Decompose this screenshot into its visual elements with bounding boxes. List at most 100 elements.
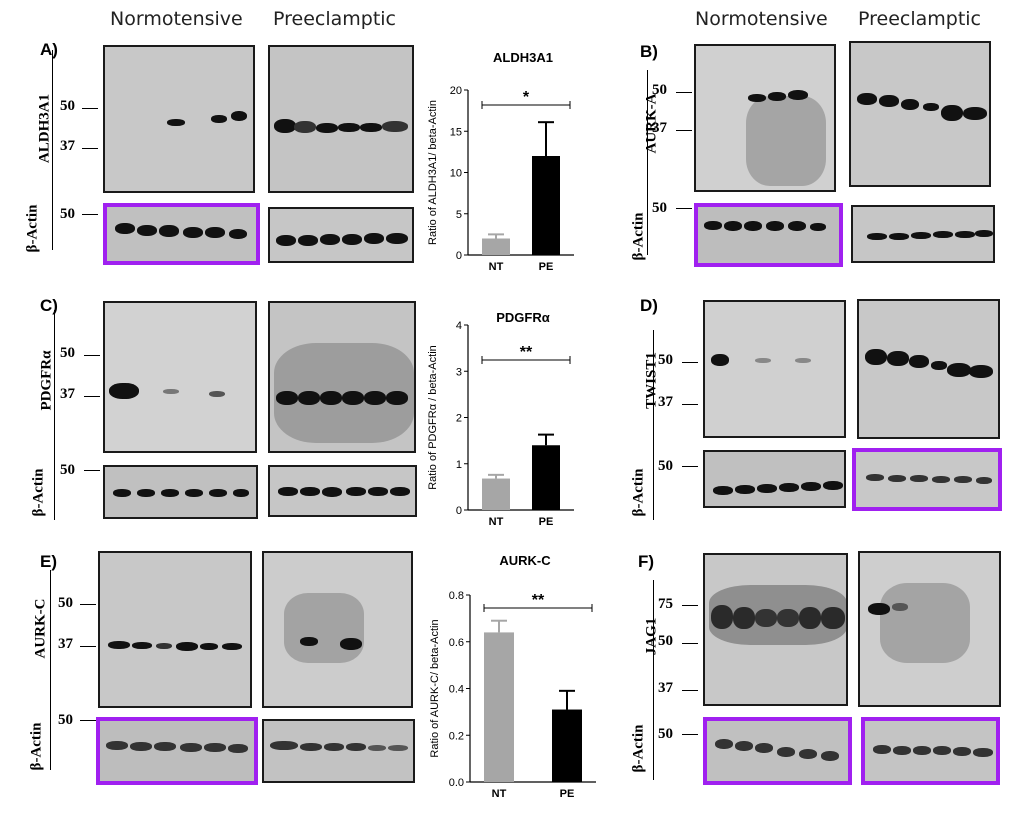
blot-c-normotensive bbox=[103, 301, 257, 453]
panel-f-actin-marker: 50 bbox=[658, 726, 673, 742]
chart-ytick-label: 0.2 bbox=[449, 730, 464, 742]
panel-a-protein-label: ALDH3A1 bbox=[36, 93, 53, 164]
panel-f-marker-37: 37 bbox=[658, 680, 673, 696]
blot-a-preeclamptic bbox=[268, 45, 414, 193]
chart-category-label: NT bbox=[489, 261, 504, 273]
chart-ytick-label: 1 bbox=[456, 459, 462, 471]
blot-b-preeclamptic bbox=[849, 41, 991, 187]
blot-f-actin-normotensive bbox=[703, 717, 852, 785]
chart-ytick-label: 15 bbox=[450, 126, 462, 138]
chart-significance: ** bbox=[532, 592, 545, 609]
panel-d-actin-marker: 50 bbox=[658, 458, 673, 474]
panel-a-loading-label: β-Actin bbox=[24, 204, 41, 253]
chart-bar bbox=[482, 478, 510, 510]
blot-e-normotensive bbox=[98, 551, 252, 708]
chart-ytick-label: 10 bbox=[450, 168, 462, 180]
header-preeclamptic-left: Preeclamptic bbox=[273, 8, 397, 30]
chart-ytick-label: 20 bbox=[450, 85, 462, 97]
chart-ytick-label: 2 bbox=[456, 413, 462, 425]
panel-d-marker-50: 50 bbox=[658, 352, 673, 368]
panel-c-protein-label: PDGFRα bbox=[38, 350, 55, 411]
blot-a-actin-normotensive bbox=[103, 203, 260, 265]
blot-c-actin-normotensive bbox=[103, 465, 258, 519]
blot-d-actin-preeclamptic bbox=[852, 448, 1002, 511]
panel-a-actin-marker: 50 bbox=[60, 206, 75, 222]
panel-f-loading-label: β-Actin bbox=[630, 724, 647, 773]
chart-bar bbox=[532, 445, 560, 510]
header-preeclamptic-right: Preeclamptic bbox=[858, 8, 982, 30]
chart-ytick-label: 0.4 bbox=[449, 684, 464, 696]
panel-d-loading-label: β-Actin bbox=[630, 468, 647, 517]
panel-f-marker-75: 75 bbox=[658, 596, 673, 612]
panel-a-marker-37: 37 bbox=[60, 138, 75, 154]
panel-a-marker-50: 50 bbox=[60, 98, 75, 114]
panel-b-loading-label: β-Actin bbox=[630, 212, 647, 261]
chart-ylabel: Ratio of PDGFRα / beta-Actin bbox=[427, 345, 439, 490]
blot-f-actin-preeclamptic bbox=[861, 717, 1000, 785]
chart-category-label: PE bbox=[539, 261, 554, 273]
blot-a-actin-preeclamptic bbox=[268, 207, 414, 263]
panel-c-marker-50: 50 bbox=[60, 345, 75, 361]
chart-ylabel: Ratio of AURK-C/ beta-Actin bbox=[429, 619, 441, 757]
panel-b-marker-37: 37 bbox=[652, 120, 667, 136]
panel-c-letter: C) bbox=[40, 296, 58, 315]
panel-e-actin-marker: 50 bbox=[58, 712, 73, 728]
panel-d-marker-37: 37 bbox=[658, 394, 673, 410]
blot-e-actin-preeclamptic bbox=[262, 719, 415, 783]
chart-ytick-label: 0 bbox=[456, 505, 462, 517]
blot-b-actin-normotensive bbox=[694, 203, 843, 267]
blot-d-actin-normotensive bbox=[703, 450, 846, 508]
blot-f-normotensive bbox=[703, 553, 848, 706]
chart-aldh3a1: ALDH3A1 Ratio of ALDH3A1/ beta-Actin 0 5 10 1… bbox=[427, 50, 574, 273]
chart-pdgfra: PDGFRα Ratio of PDGFRα / beta-Actin 0 1 2 3 4 N… bbox=[427, 310, 574, 528]
chart-category-label: PE bbox=[560, 788, 575, 800]
panel-c-marker-37: 37 bbox=[60, 386, 75, 402]
panel-b-actin-marker: 50 bbox=[652, 200, 667, 216]
chart-ytick-label: 0.8 bbox=[449, 590, 464, 602]
panel-b-marker-50: 50 bbox=[652, 82, 667, 98]
blot-c-preeclamptic bbox=[268, 301, 416, 453]
chart-ylabel: Ratio of ALDH3A1/ beta-Actin bbox=[427, 100, 439, 245]
chart-ytick-label: 0 bbox=[456, 250, 462, 262]
panel-c-actin-marker: 50 bbox=[60, 462, 75, 478]
chart-aurkc: AURK-C Ratio of AURK-C/ beta-Actin 0.0 0.2 0… bbox=[429, 553, 596, 800]
panel-e-letter: E) bbox=[40, 552, 57, 571]
panel-c-loading-label: β-Actin bbox=[30, 468, 47, 517]
chart-bar bbox=[532, 156, 560, 255]
blot-b-normotensive bbox=[694, 44, 836, 192]
panel-f-marker-50: 50 bbox=[658, 633, 673, 649]
blot-d-normotensive bbox=[703, 300, 846, 438]
blot-e-preeclamptic bbox=[262, 551, 413, 708]
panel-e-loading-label: β-Actin bbox=[28, 722, 45, 771]
chart-ytick-label: 5 bbox=[456, 209, 462, 221]
chart-significance: * bbox=[523, 89, 530, 106]
panel-d-letter: D) bbox=[640, 296, 658, 315]
panel-f-letter: F) bbox=[638, 552, 655, 571]
blot-d-preeclamptic bbox=[857, 299, 1000, 439]
blot-e-actin-normotensive bbox=[96, 717, 258, 785]
chart-category-label: PE bbox=[539, 516, 554, 528]
header-normotensive-right: Normotensive bbox=[695, 8, 828, 30]
chart-ytick-label: 4 bbox=[456, 320, 462, 332]
chart-title: PDGFRα bbox=[496, 310, 550, 325]
chart-significance: ** bbox=[520, 344, 533, 361]
blot-b-actin-preeclamptic bbox=[851, 205, 995, 263]
blot-a-normotensive bbox=[103, 45, 255, 193]
header-normotensive-left: Normotensive bbox=[110, 8, 243, 30]
chart-title: ALDH3A1 bbox=[493, 50, 553, 65]
panel-e-marker-50: 50 bbox=[58, 595, 73, 611]
panel-e-marker-37: 37 bbox=[58, 636, 73, 652]
chart-category-label: NT bbox=[489, 516, 504, 528]
panel-e-protein-label: AURK-C bbox=[32, 598, 49, 659]
panel-d-protein-label: TWIST1 bbox=[643, 352, 660, 409]
chart-title: AURK-C bbox=[499, 553, 551, 568]
chart-ytick-label: 3 bbox=[456, 366, 462, 378]
chart-bar bbox=[484, 632, 514, 782]
panel-a-letter: A) bbox=[40, 40, 58, 59]
blot-f-preeclamptic bbox=[858, 551, 1001, 707]
chart-category-label: NT bbox=[492, 788, 507, 800]
blot-c-actin-preeclamptic bbox=[268, 465, 417, 517]
chart-bar bbox=[482, 238, 510, 255]
chart-ytick-label: 0.0 bbox=[449, 777, 464, 789]
chart-ytick-label: 0.6 bbox=[449, 637, 464, 649]
